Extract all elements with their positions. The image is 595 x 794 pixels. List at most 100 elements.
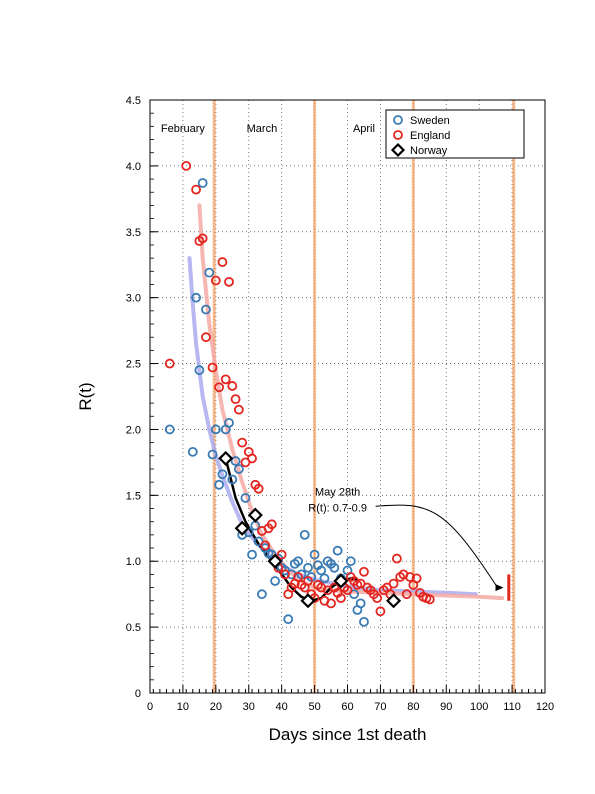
x-tick-label: 40 xyxy=(276,701,288,713)
point-england xyxy=(326,598,336,609)
point-england xyxy=(233,404,244,415)
point-norway xyxy=(386,593,402,609)
point-england xyxy=(210,275,221,286)
legend-label-sweden: Sweden xyxy=(410,115,450,127)
point-sweden xyxy=(230,456,241,466)
point-england xyxy=(359,566,369,577)
legend-marker-norway xyxy=(390,142,406,158)
point-sweden xyxy=(227,474,238,485)
x-tick-label: 70 xyxy=(374,701,386,713)
point-england xyxy=(266,519,277,530)
y-axis-title: R(t) xyxy=(76,382,95,410)
point-sweden xyxy=(332,545,343,556)
point-sweden xyxy=(191,292,201,303)
point-sweden xyxy=(270,576,280,586)
y-tick-label: 1.5 xyxy=(126,490,141,502)
annotation: May 28th R(t): 0.7-0.9 xyxy=(308,486,511,601)
x-tick-label: 50 xyxy=(308,701,320,713)
point-england xyxy=(342,585,353,596)
point-england xyxy=(375,606,386,617)
legend-label-england: England xyxy=(410,130,450,142)
point-sweden xyxy=(303,562,313,573)
y-tick-label: 2.5 xyxy=(126,359,141,371)
x-tick-label: 100 xyxy=(470,701,488,713)
x-tick-label: 90 xyxy=(440,701,452,713)
point-england xyxy=(401,589,412,600)
point-sweden xyxy=(247,549,257,560)
point-norway xyxy=(300,593,316,609)
point-norway xyxy=(247,507,263,523)
y-tick-label: 4.5 xyxy=(126,95,141,107)
legend-label-norway: Norway xyxy=(410,145,448,157)
y-tick-label: 4.0 xyxy=(126,161,141,173)
point-england xyxy=(217,257,228,267)
point-sweden xyxy=(293,556,304,567)
point-england xyxy=(230,394,241,405)
legend-marker-sweden xyxy=(393,115,403,125)
fit-curve-england xyxy=(197,203,505,601)
y-tick-label: 0.5 xyxy=(126,622,141,634)
point-england xyxy=(237,437,248,448)
point-norway xyxy=(333,573,349,589)
month-label: March xyxy=(247,123,278,135)
axes: 0 10 20 30 40 50 60 70 80 90 100 110 120 0 0.5 1.0 1.5 2.… xyxy=(126,95,554,713)
month-label: February xyxy=(161,123,206,135)
legend-box xyxy=(385,109,525,159)
x-tick-label: 80 xyxy=(407,701,419,713)
point-sweden xyxy=(283,614,294,625)
point-sweden xyxy=(345,556,356,567)
point-england xyxy=(191,184,201,195)
x-tick-label: 110 xyxy=(503,701,521,713)
point-norway xyxy=(234,520,250,536)
point-england xyxy=(164,358,175,369)
x-tick-label: 0 xyxy=(147,701,153,713)
y-tick-label: 2.0 xyxy=(126,424,141,436)
point-sweden xyxy=(214,479,225,490)
x-tick-label: 10 xyxy=(177,701,189,713)
point-sweden xyxy=(319,573,330,584)
point-england xyxy=(197,233,208,244)
point-sweden xyxy=(187,446,198,457)
point-sweden xyxy=(217,469,228,480)
annotation-text: R(t): 0.7-0.9 xyxy=(308,502,367,514)
month-label: April xyxy=(353,123,375,135)
point-sweden xyxy=(194,365,205,376)
legend: Sweden England Norway xyxy=(385,109,525,159)
point-england xyxy=(411,573,422,584)
point-sweden xyxy=(201,304,211,315)
point-england xyxy=(280,569,290,580)
point-england xyxy=(227,381,238,391)
y-tick-label: 0 xyxy=(135,688,141,700)
point-england xyxy=(253,483,264,494)
point-sweden xyxy=(224,417,234,428)
point-norway xyxy=(218,450,234,466)
x-axis-title: Days since 1st death xyxy=(269,725,427,744)
point-sweden xyxy=(233,464,244,474)
annotation-text: May 28th xyxy=(315,486,360,498)
grid xyxy=(150,100,545,693)
point-sweden xyxy=(164,424,175,435)
point-england xyxy=(424,594,435,605)
point-england xyxy=(201,332,211,343)
month-labels: February March April xyxy=(161,123,375,135)
point-sweden xyxy=(299,529,310,540)
point-sweden xyxy=(316,565,327,576)
point-sweden xyxy=(309,549,320,560)
legend-marker-england xyxy=(393,130,403,140)
point-england xyxy=(224,276,234,287)
point-sweden xyxy=(210,424,221,435)
point-england xyxy=(293,572,304,582)
y-tick-label: 3.5 xyxy=(126,227,141,239)
y-tick-label: 3.0 xyxy=(126,293,141,305)
point-sweden xyxy=(359,616,369,627)
x-tick-label: 20 xyxy=(210,701,222,713)
point-sweden xyxy=(355,598,366,609)
point-england xyxy=(276,549,287,560)
point-england xyxy=(247,453,257,464)
x-tick-label: 30 xyxy=(243,701,255,713)
point-sweden xyxy=(240,493,251,503)
point-england xyxy=(372,593,383,604)
point-sweden xyxy=(257,589,267,600)
x-tick-label: 60 xyxy=(341,701,353,713)
point-england xyxy=(214,382,225,393)
